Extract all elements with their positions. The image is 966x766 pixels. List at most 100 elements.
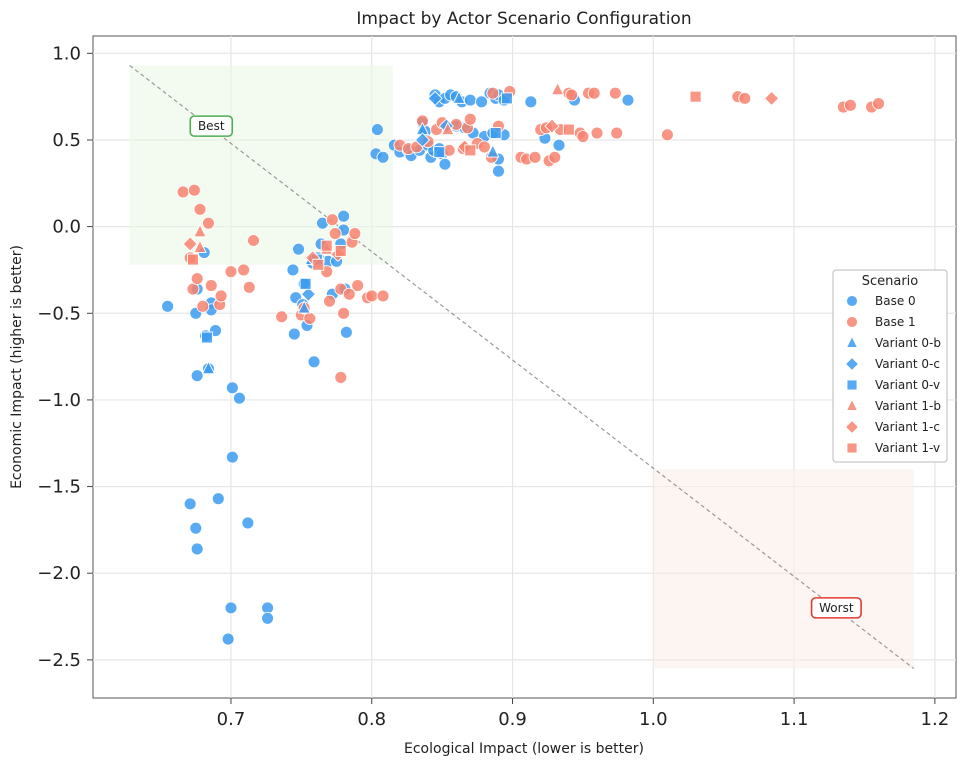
data-point	[486, 86, 500, 100]
data-point	[161, 299, 175, 313]
data-point	[552, 138, 566, 152]
data-point	[590, 126, 604, 140]
data-point	[441, 121, 455, 136]
data-point	[297, 300, 311, 314]
y-tick-label: −2.0	[37, 563, 81, 584]
x-tick-label: 0.8	[357, 709, 386, 730]
data-point	[193, 202, 207, 216]
data-point	[414, 132, 431, 148]
data-point	[176, 185, 190, 199]
legend-marker	[844, 419, 860, 435]
data-point	[351, 279, 365, 292]
series-variant-1-v	[187, 90, 702, 271]
data-point	[463, 112, 477, 126]
data-point	[528, 150, 542, 164]
data-point	[201, 360, 216, 375]
legend-label: Variant 1-c	[875, 420, 940, 434]
data-point	[427, 90, 443, 107]
data-point	[224, 601, 238, 615]
data-point	[843, 98, 857, 112]
data-point	[300, 286, 317, 302]
x-tick-label: 0.7	[217, 709, 246, 730]
data-point	[261, 611, 275, 625]
data-point	[189, 521, 203, 535]
y-tick-label: −1.0	[37, 390, 81, 411]
data-point	[565, 88, 579, 102]
data-point	[182, 236, 198, 252]
data-point	[193, 223, 207, 238]
worst-annotation-label: Worst	[819, 601, 854, 615]
legend-items: Base 0 Base 1 Variant 0-b Variant 0-c Varian…	[844, 294, 941, 455]
y-tick-label: −0.5	[37, 303, 81, 324]
data-point	[328, 227, 342, 241]
data-point	[376, 289, 390, 303]
data-point	[660, 128, 674, 142]
data-point	[214, 289, 228, 303]
data-point	[433, 146, 446, 159]
legend-label: Variant 0-v	[875, 378, 940, 392]
data-point	[334, 370, 348, 384]
data-point	[337, 306, 351, 320]
data-point	[325, 213, 339, 227]
data-point	[323, 294, 336, 308]
data-point	[339, 325, 353, 339]
legend-label: Base 1	[875, 315, 916, 329]
data-point	[299, 277, 312, 290]
data-point	[221, 632, 235, 646]
data-point	[241, 516, 255, 530]
x-tick-label: 1.0	[639, 709, 668, 730]
data-point	[587, 86, 601, 100]
annotations: Best Worst	[189, 115, 862, 619]
data-point	[576, 130, 590, 143]
reference-line	[129, 64, 915, 670]
legend-marker	[846, 379, 858, 391]
data-point	[489, 127, 502, 139]
y-axis-label: Economic Impact (higher is better)	[9, 245, 25, 489]
reference-line-layer	[129, 64, 915, 670]
data-point	[524, 95, 538, 109]
data-point	[190, 272, 204, 286]
data-point	[211, 492, 225, 506]
data-point	[463, 93, 477, 107]
data-point	[475, 95, 489, 109]
data-point	[225, 450, 239, 464]
data-point	[187, 253, 199, 266]
series-base-1	[176, 85, 886, 384]
chart-title: Impact by Actor Scenario Configuration	[356, 9, 691, 29]
data-point	[320, 239, 333, 252]
data-point	[477, 140, 491, 154]
y-ticks: 1.0 0.5 0.0 −0.5 −1.0 −1.5 −2.0 −2.5	[37, 43, 93, 671]
data-point	[608, 86, 622, 100]
data-point	[376, 150, 390, 164]
data-point	[562, 123, 575, 136]
x-ticks: 0.7 0.8 0.9 1.0 1.1 1.2	[217, 698, 949, 730]
legend-title: Scenario	[862, 274, 919, 289]
data-point	[486, 144, 500, 158]
data-point	[183, 497, 197, 511]
data-point	[275, 310, 289, 324]
legend-label: Variant 1-b	[875, 399, 941, 413]
legend-label: Variant 0-b	[875, 336, 941, 350]
data-point	[224, 265, 238, 279]
data-point	[610, 126, 624, 140]
best-annotation-box	[189, 115, 234, 137]
legend: Scenario Base 0 Base 1 Variant 0-b Variant …	[832, 269, 948, 463]
legend-box	[832, 269, 948, 463]
x-tick-label: 0.9	[498, 709, 527, 730]
legend-marker	[845, 398, 859, 411]
data-point	[500, 92, 513, 105]
points	[161, 81, 886, 646]
data-point	[689, 90, 702, 103]
legend-marker	[845, 335, 859, 348]
y-tick-label: 0.5	[52, 130, 81, 151]
data-point	[292, 242, 305, 256]
legend-marker	[846, 295, 858, 307]
data-point	[438, 157, 452, 171]
legend-marker	[844, 356, 860, 372]
data-point	[303, 312, 317, 325]
data-point	[204, 279, 218, 292]
data-point	[225, 381, 239, 395]
data-point	[193, 239, 207, 253]
data-point	[337, 209, 351, 223]
